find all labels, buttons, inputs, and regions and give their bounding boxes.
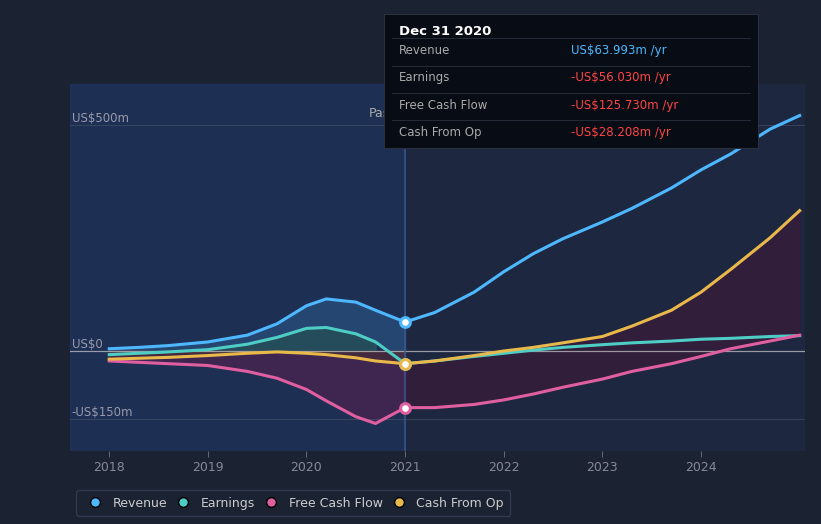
Text: Cash From Op: Cash From Op xyxy=(399,126,482,139)
Text: US$500m: US$500m xyxy=(71,112,129,125)
Legend: Revenue, Earnings, Free Cash Flow, Cash From Op: Revenue, Earnings, Free Cash Flow, Cash … xyxy=(76,490,510,516)
Text: Free Cash Flow: Free Cash Flow xyxy=(399,99,488,112)
Text: -US$125.730m /yr: -US$125.730m /yr xyxy=(571,99,678,112)
Text: Earnings: Earnings xyxy=(399,71,451,84)
Text: Analysts Forecasts: Analysts Forecasts xyxy=(415,107,531,120)
Text: US$0: US$0 xyxy=(71,338,103,351)
Text: Dec 31 2020: Dec 31 2020 xyxy=(399,25,492,38)
Bar xyxy=(70,84,405,451)
Text: US$63.993m /yr: US$63.993m /yr xyxy=(571,44,667,57)
Text: -US$150m: -US$150m xyxy=(71,406,133,419)
Text: -US$56.030m /yr: -US$56.030m /yr xyxy=(571,71,671,84)
Text: -US$28.208m /yr: -US$28.208m /yr xyxy=(571,126,671,139)
Text: Revenue: Revenue xyxy=(399,44,451,57)
Text: Past: Past xyxy=(369,107,395,120)
